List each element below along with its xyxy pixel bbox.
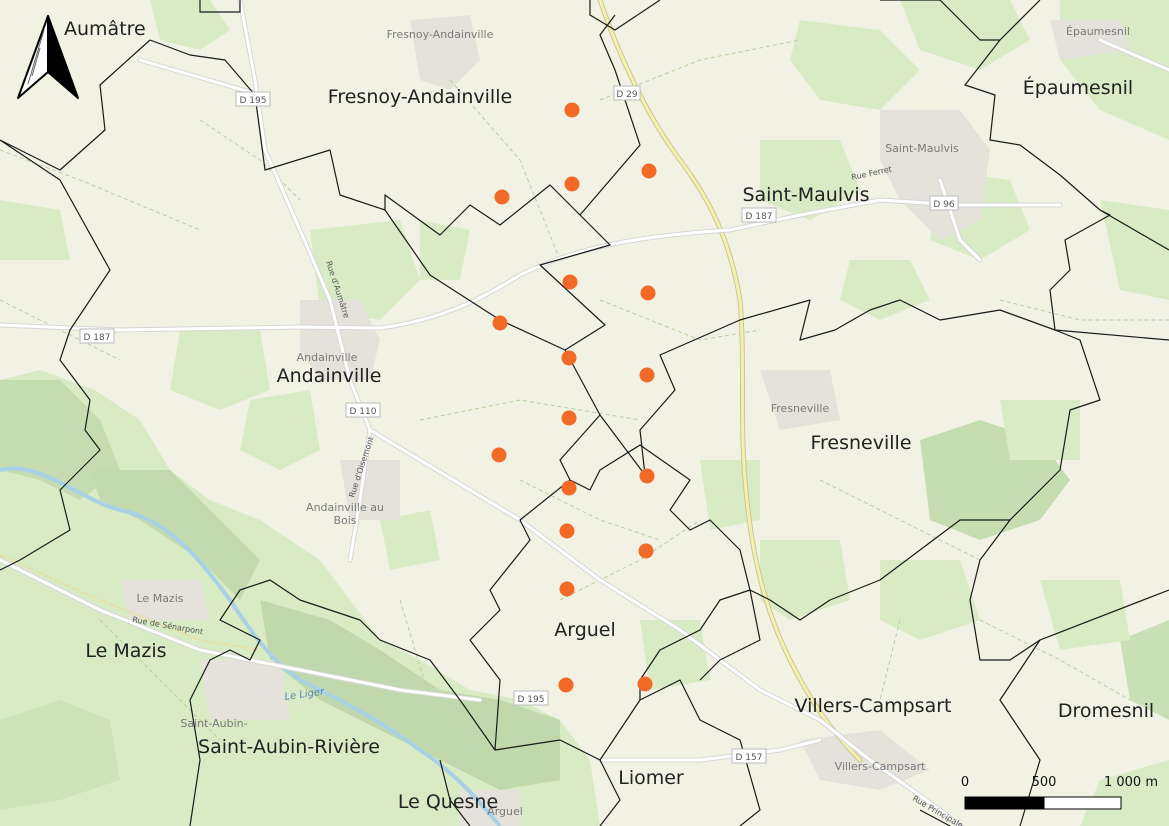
village-label-le-mazis: Le Mazis — [137, 592, 184, 605]
commune-label-dromesnil: Dromesnil — [1058, 700, 1154, 722]
point-marker[interactable] — [559, 581, 575, 597]
commune-label-villers-campsart: Villers-Campsart — [795, 695, 952, 717]
point-marker[interactable] — [562, 274, 578, 290]
road-label: D 195 — [518, 695, 545, 705]
road-shield: D 96 — [929, 195, 959, 211]
scale-label-500: 500 — [1032, 775, 1057, 790]
point-marker[interactable] — [558, 677, 574, 693]
village-label-villers-campsart: Villers-Campsart — [835, 760, 927, 773]
point-marker[interactable] — [494, 189, 510, 205]
commune-label-le-quesne: Le Quesne — [398, 791, 498, 813]
point-marker[interactable] — [640, 285, 656, 301]
river-le-liger — [0, 466, 502, 826]
commune-label-aumatre: Aumâtre — [64, 18, 146, 40]
scale-bar: 0 500 1 000 m — [961, 775, 1158, 810]
village-label-andainville: Andainville — [297, 351, 358, 364]
field-paths-layer — [0, 39, 1169, 741]
point-marker[interactable] — [564, 176, 580, 192]
village-label-epaumesnil: Épaumesnil — [1066, 25, 1130, 38]
point-marker[interactable] — [561, 480, 577, 496]
commune-label-fresneville: Fresneville — [810, 432, 911, 454]
scale-label-1000: 1 000 m — [1104, 775, 1158, 790]
road-shield: D 157 — [731, 748, 767, 764]
village-label-fresneville: Fresneville — [771, 402, 830, 415]
road-shield: D 195 — [235, 91, 271, 107]
village-labels: Fresnoy-Andainville Épaumesnil Saint-Mau… — [137, 25, 1130, 818]
point-marker[interactable] — [564, 102, 580, 118]
point-marker[interactable] — [638, 543, 654, 559]
village-label-bois: Bois — [333, 514, 356, 527]
road-label: D 187 — [746, 212, 773, 222]
commune-label-fresnoy-andainville: Fresnoy-Andainville — [328, 86, 512, 108]
road-shield: D 187 — [79, 328, 115, 344]
village-label-fresnoy: Fresnoy-Andainville — [387, 28, 494, 41]
commune-label-arguel: Arguel — [554, 619, 616, 641]
commune-labels: Aumâtre Fresnoy-Andainville Épaumesnil S… — [64, 18, 1154, 813]
commune-label-saint-maulvis: Saint-Maulvis — [742, 184, 869, 206]
point-marker[interactable] — [639, 367, 655, 383]
road-shield: D 29 — [613, 85, 641, 101]
road-label: D 157 — [736, 753, 763, 763]
road-label: D 195 — [240, 96, 267, 106]
road-shield: D 110 — [345, 402, 381, 418]
commune-label-saint-aubin-riviere: Saint-Aubin-Rivière — [198, 736, 380, 758]
road-label: D 96 — [933, 200, 955, 210]
village-label-saint-maulvis: Saint-Maulvis — [885, 142, 959, 155]
commune-label-epaumesnil: Épaumesnil — [1023, 76, 1133, 99]
north-arrow-icon — [17, 15, 79, 99]
village-label-saint-aubin: Saint-Aubin- — [180, 717, 247, 730]
road-label: D 110 — [350, 407, 377, 417]
road-label: D 29 — [616, 90, 638, 100]
points-layer — [491, 102, 657, 693]
point-marker[interactable] — [491, 447, 507, 463]
commune-label-andainville: Andainville — [277, 365, 382, 387]
point-marker[interactable] — [637, 676, 653, 692]
road-shield: D 187 — [741, 207, 777, 223]
point-marker[interactable] — [492, 315, 508, 331]
village-label-arguel: Arguel — [487, 805, 523, 818]
point-marker[interactable] — [559, 523, 575, 539]
commune-label-liomer: Liomer — [618, 767, 684, 789]
point-marker[interactable] — [561, 410, 577, 426]
commune-label-le-mazis: Le Mazis — [85, 640, 166, 662]
point-marker[interactable] — [641, 163, 657, 179]
point-marker[interactable] — [639, 468, 655, 484]
point-marker[interactable] — [561, 350, 577, 366]
village-label-andainville-au: Andainville au — [306, 501, 384, 514]
road-shield: D 195 — [513, 690, 549, 706]
road-shields: D 195 D 29 D 187 D 96 D 187 D 110 D 195 — [79, 85, 959, 764]
scale-label-0: 0 — [961, 775, 969, 790]
road-label: D 187 — [84, 333, 111, 343]
